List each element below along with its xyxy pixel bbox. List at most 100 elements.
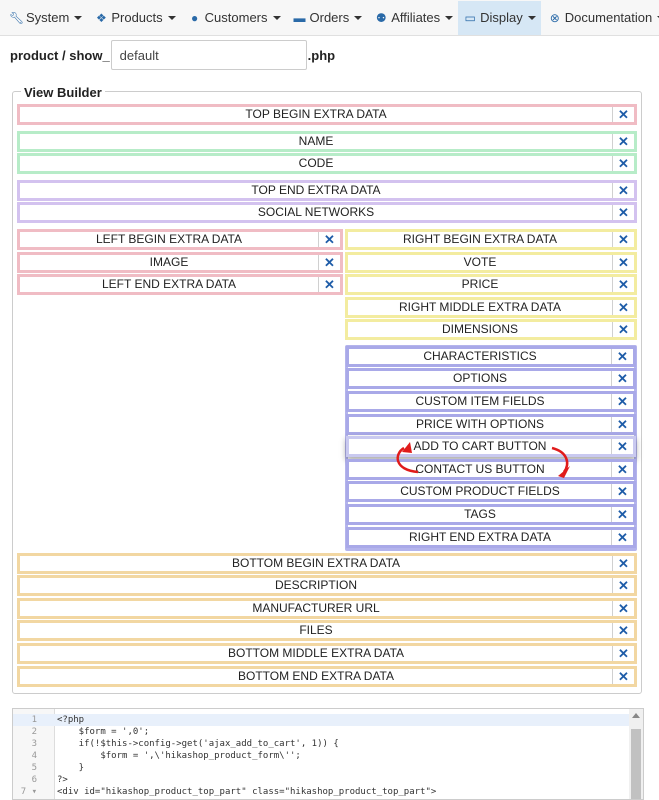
monitor-icon: ▭	[464, 10, 476, 25]
block-label: IMAGE	[149, 255, 189, 269]
remove-block-icon[interactable]: ✕	[612, 578, 634, 593]
block-label: OPTIONS	[452, 371, 507, 385]
remove-block-icon[interactable]: ✕	[612, 556, 634, 571]
code-line: 1 <?php	[13, 714, 631, 726]
caret-down-icon	[445, 15, 454, 20]
remove-block-icon[interactable]: ✕	[612, 646, 634, 661]
block-label: CODE	[298, 156, 334, 170]
block-vote[interactable]: VOTE ✕	[345, 252, 637, 273]
wrench-icon: 🔧︎	[9, 10, 25, 25]
block-add-to-cart-button[interactable]: ADD TO CART BUTTON ✕	[346, 436, 636, 457]
remove-block-icon[interactable]: ✕	[612, 601, 634, 616]
block-label: BOTTOM BEGIN EXTRA DATA	[231, 556, 401, 570]
remove-block-icon[interactable]: ✕	[612, 156, 634, 171]
remove-block-icon[interactable]: ✕	[318, 232, 340, 247]
nav-products[interactable]: ❖ Products	[89, 1, 180, 35]
editor-scrollbar[interactable]	[629, 709, 643, 799]
file-suffix: .php	[307, 47, 336, 63]
block-tags[interactable]: TAGS ✕	[346, 504, 636, 525]
remove-block-icon[interactable]: ✕	[611, 507, 633, 522]
nav-affiliates[interactable]: ⚉ Affiliates	[369, 1, 458, 35]
nav-system[interactable]: 🔧︎ System	[4, 1, 87, 35]
remove-block-icon[interactable]: ✕	[611, 484, 633, 499]
block-label: TOP END EXTRA DATA	[251, 183, 381, 197]
block-code[interactable]: CODE ✕	[17, 153, 637, 174]
remove-block-icon[interactable]: ✕	[612, 277, 634, 292]
remove-block-icon[interactable]: ✕	[612, 183, 634, 198]
remove-block-icon[interactable]: ✕	[611, 371, 633, 386]
block-files[interactable]: FILES ✕	[17, 620, 637, 641]
remove-block-icon[interactable]: ✕	[611, 349, 633, 364]
block-top-end-extra-data[interactable]: TOP END EXTRA DATA ✕	[17, 180, 637, 201]
nav-display[interactable]: ▭ Display	[458, 0, 541, 35]
remove-block-icon[interactable]: ✕	[612, 255, 634, 270]
remove-block-icon[interactable]: ✕	[612, 107, 634, 122]
remove-block-icon[interactable]: ✕	[612, 300, 634, 315]
line-number: 6	[31, 775, 37, 785]
remove-block-icon[interactable]: ✕	[612, 623, 634, 638]
block-image[interactable]: IMAGE ✕	[17, 252, 343, 273]
block-options[interactable]: OPTIONS ✕	[346, 368, 636, 389]
block-label: DIMENSIONS	[441, 322, 518, 336]
block-custom-product-fields[interactable]: CUSTOM PRODUCT FIELDS ✕	[346, 481, 636, 502]
remove-block-icon[interactable]: ✕	[612, 134, 634, 149]
line-number: 2	[31, 727, 37, 737]
remove-block-icon[interactable]: ✕	[611, 394, 633, 409]
cubes-icon: ❖	[95, 10, 107, 25]
scroll-up-icon[interactable]	[632, 713, 640, 718]
block-label: RIGHT BEGIN EXTRA DATA	[402, 232, 558, 246]
block-label: LEFT BEGIN EXTRA DATA	[95, 232, 243, 246]
remove-block-icon[interactable]: ✕	[318, 277, 340, 292]
block-label: SOCIAL NETWORKS	[257, 205, 375, 219]
scroll-thumb[interactable]	[631, 729, 641, 799]
credit-card-icon: ▬	[293, 10, 306, 25]
remove-block-icon[interactable]: ✕	[611, 417, 633, 432]
block-description[interactable]: DESCRIPTION ✕	[17, 575, 637, 596]
nav-label: Display	[480, 10, 523, 25]
block-bottom-end-extra-data[interactable]: BOTTOM END EXTRA DATA ✕	[17, 666, 637, 687]
remove-block-icon[interactable]: ✕	[612, 669, 634, 684]
block-label: CONTACT US BUTTON	[415, 462, 545, 476]
block-price[interactable]: PRICE ✕	[345, 274, 637, 295]
line-code: $form = ',\'hikashop_product_form\'';	[57, 751, 301, 761]
line-code: ?>	[57, 775, 68, 785]
remove-block-icon[interactable]: ✕	[318, 255, 340, 270]
block-bottom-middle-extra-data[interactable]: BOTTOM MIDDLE EXTRA DATA ✕	[17, 643, 637, 664]
file-name-input[interactable]	[110, 40, 307, 70]
nav-documentation[interactable]: ⊗ Documentation	[543, 1, 659, 35]
block-label: NAME	[298, 134, 334, 148]
line-code: if(!$this->config->get('ajax_add_to_cart…	[57, 739, 339, 749]
block-right-end-extra-data[interactable]: RIGHT END EXTRA DATA ✕	[346, 527, 636, 548]
block-manufacturer-url[interactable]: MANUFACTURER URL ✕	[17, 598, 637, 619]
block-dimensions[interactable]: DIMENSIONS ✕	[345, 319, 637, 340]
file-prefix: product / show_	[10, 47, 110, 63]
remove-block-icon[interactable]: ✕	[612, 205, 634, 220]
code-editor[interactable]: 1 <?php 2 $form = ',0'; 3 if(!$this->config…	[12, 708, 644, 800]
block-right-middle-extra-data[interactable]: RIGHT MIDDLE EXTRA DATA ✕	[345, 297, 637, 318]
block-custom-item-fields[interactable]: CUSTOM ITEM FIELDS ✕	[346, 391, 636, 412]
block-price-with-options[interactable]: PRICE WITH OPTIONS ✕	[346, 414, 636, 435]
nav-label: System	[26, 10, 70, 25]
nav-label: Orders	[309, 10, 350, 25]
block-social-networks[interactable]: SOCIAL NETWORKS ✕	[17, 202, 637, 223]
nav-orders[interactable]: ▬ Orders	[288, 1, 368, 35]
block-top-begin-extra-data[interactable]: TOP BEGIN EXTRA DATA ✕	[17, 104, 637, 125]
remove-block-icon[interactable]: ✕	[611, 530, 633, 545]
remove-block-icon[interactable]: ✕	[611, 439, 633, 454]
block-right-begin-extra-data[interactable]: RIGHT BEGIN EXTRA DATA ✕	[345, 229, 637, 250]
nav-customers[interactable]: ● Customers	[183, 1, 286, 35]
code-line: 5 }	[13, 762, 631, 774]
block-name[interactable]: NAME ✕	[17, 131, 637, 152]
block-characteristics[interactable]: CHARACTERISTICS ✕	[346, 346, 636, 367]
code-line: 2 $form = ',0';	[13, 726, 631, 738]
remove-block-icon[interactable]: ✕	[611, 462, 633, 477]
block-left-begin-extra-data[interactable]: LEFT BEGIN EXTRA DATA ✕	[17, 229, 343, 250]
caret-down-icon	[657, 15, 659, 20]
user-icon: ●	[191, 10, 199, 25]
block-left-end-extra-data[interactable]: LEFT END EXTRA DATA ✕	[17, 274, 343, 295]
caret-down-icon	[527, 15, 536, 20]
remove-block-icon[interactable]: ✕	[612, 322, 634, 337]
block-label: TOP BEGIN EXTRA DATA	[245, 107, 387, 121]
block-bottom-begin-extra-data[interactable]: BOTTOM BEGIN EXTRA DATA ✕	[17, 553, 637, 574]
remove-block-icon[interactable]: ✕	[612, 232, 634, 247]
